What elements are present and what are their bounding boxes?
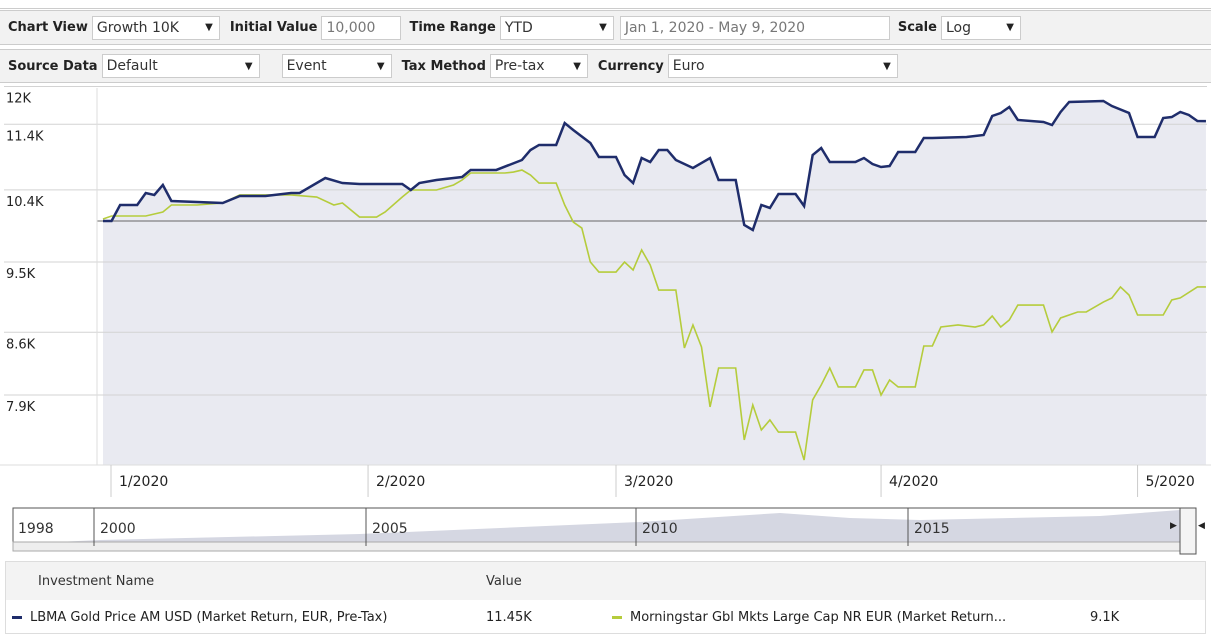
legend-item-value: 11.45K	[486, 609, 532, 625]
scale-label: Scale	[897, 20, 937, 35]
legend-header: Investment Name Value	[6, 562, 1205, 600]
chevron-down-icon: ▼	[883, 60, 891, 72]
y-tick-label: 10.4K	[6, 195, 44, 210]
legend-item-name: LBMA Gold Price AM USD (Market Return, E…	[30, 609, 388, 625]
navigator-range-handle	[1179, 507, 1197, 555]
x-tick-label: 4/2020	[889, 474, 938, 490]
navigator-scrollbar	[12, 541, 1184, 552]
navigator-right-arrow-icon: ▶	[1170, 521, 1177, 531]
chevron-down-icon: ▼	[244, 60, 253, 72]
navigator-year-label: 2010	[642, 521, 678, 537]
value-header: Value	[486, 573, 522, 589]
source-data-select[interactable]: Default ▼	[101, 54, 260, 78]
navigator-left-arrow-icon: ◀	[1198, 521, 1205, 531]
y-tick-label: 7.9K	[6, 400, 36, 415]
investment-name-header: Investment Name	[38, 573, 155, 589]
currency-select[interactable]: Euro ▼	[667, 54, 898, 78]
navigator-year-label: 1998	[18, 521, 54, 537]
benchmark-series-swatch	[612, 615, 622, 619]
top-strip	[0, 0, 1211, 9]
initial-value-label: Initial Value	[229, 20, 318, 35]
currency-label: Currency	[597, 58, 664, 74]
legend-table: Investment Name Value LBMA Gold Price AM…	[5, 561, 1206, 634]
chevron-down-icon: ▼	[376, 60, 385, 72]
navigator-year-label: 2000	[100, 521, 136, 537]
toolbar-row-1: Chart View Growth 10K ▼ Initial Value 10,…	[0, 10, 1211, 45]
gold-series-swatch	[12, 615, 22, 619]
gold-area-fill	[103, 100, 1206, 465]
chevron-down-icon: ▼	[205, 22, 213, 33]
tax-method-value: Pre-tax	[494, 58, 545, 74]
event-value: Event	[286, 58, 327, 74]
navigator-area	[13, 510, 1180, 546]
scale-select[interactable]: Log ▼	[940, 15, 1021, 40]
growth-chart: 12K 11.4K 10.4K 9.5K 8.6K 7.9K 1/2020 2/2020 3/2…	[0, 86, 1211, 555]
chevron-down-icon: ▼	[599, 22, 607, 33]
toolbar-row-2: Source Data Default ▼ Event ▼ Tax Method P…	[0, 49, 1211, 83]
event-select[interactable]: Event ▼	[281, 54, 392, 78]
chart-view-label: Chart View	[8, 20, 88, 35]
gold-series-line	[103, 99, 1206, 232]
x-tick-label: 3/2020	[624, 474, 673, 490]
legend-item-name: Morningstar Gbl Mkts Large Cap NR EUR (M…	[630, 609, 1007, 625]
tax-method-label: Tax Method	[401, 58, 486, 74]
time-range-value: YTD	[504, 19, 533, 36]
y-tick-label: 11.4K	[6, 129, 44, 144]
chart-view-value: Growth 10K	[96, 19, 179, 36]
scale-value: Log	[945, 19, 971, 36]
navigator-year-label: 2005	[372, 521, 408, 537]
initial-value-input[interactable]: 10,000	[321, 15, 402, 40]
legend-item-value: 9.1K	[1090, 609, 1120, 625]
y-tick-label: 8.6K	[6, 337, 36, 352]
currency-value: Euro	[672, 58, 705, 74]
date-range-input[interactable]: Jan 1, 2020 - May 9, 2020	[619, 15, 890, 40]
tax-method-select[interactable]: Pre-tax ▼	[489, 54, 588, 78]
source-data-value: Default	[106, 58, 158, 74]
chart-view-select[interactable]: Growth 10K ▼	[91, 15, 220, 40]
navigator-year-label: 2015	[914, 521, 950, 537]
y-tick-label: 9.5K	[6, 267, 36, 282]
legend-row: LBMA Gold Price AM USD (Market Return, E…	[6, 600, 1205, 634]
y-tick-label: 12K	[6, 91, 32, 106]
x-tick-label: 1/2020	[119, 474, 168, 490]
source-data-label: Source Data	[8, 58, 98, 74]
chevron-down-icon: ▼	[1006, 22, 1014, 33]
x-tick-label: 2/2020	[376, 474, 425, 490]
time-range-label: Time Range	[409, 20, 496, 35]
chevron-down-icon: ▼	[573, 60, 581, 72]
benchmark-series-line	[102, 169, 1206, 461]
time-range-select[interactable]: YTD ▼	[499, 15, 614, 40]
x-tick-label: 5/2020	[1146, 474, 1195, 490]
